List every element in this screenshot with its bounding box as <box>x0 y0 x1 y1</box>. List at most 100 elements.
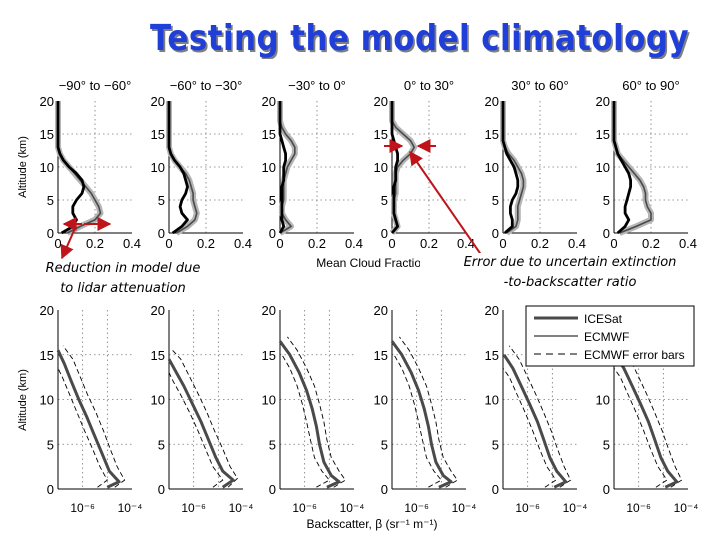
panel-title: 30° to 60° <box>511 78 568 93</box>
y-tick-label: 20 <box>151 94 165 109</box>
annotation-error-line-1: Error due to uncertain extinction <box>463 255 677 270</box>
y-tick-label: 10 <box>40 393 54 408</box>
y-tick-label: 0 <box>158 482 165 497</box>
x-tick-label: 10⁻⁴ <box>229 501 254 515</box>
x-tick-label: 0.2 <box>642 236 660 251</box>
icesat-line <box>502 353 568 489</box>
x-tick-label: 0.2 <box>531 236 549 251</box>
ecmwf-error-bar-lower <box>393 354 442 488</box>
y-tick-label: 5 <box>269 437 276 452</box>
panel-title: −90° to −60° <box>59 78 132 93</box>
y-tick-label: 15 <box>151 348 165 363</box>
icesat-line <box>167 358 235 489</box>
y-tick-label: 5 <box>381 193 388 208</box>
y-tick-label: 5 <box>492 437 499 452</box>
y-tick-label: 15 <box>485 348 499 363</box>
y-tick-label: 20 <box>40 94 54 109</box>
panel-title: 60° to 90° <box>622 78 679 93</box>
annotation-reduction-line-2: to lidar attenuation <box>60 281 186 296</box>
y-tick-label: 20 <box>485 303 499 318</box>
panel-title: 0° to 30° <box>404 78 454 93</box>
y-axis-label: Altitude (km) <box>17 369 29 431</box>
ecmwf-error-bar-lower <box>502 367 557 488</box>
y-tick-label: 10 <box>485 393 499 408</box>
y-tick-label: 5 <box>47 437 54 452</box>
legend-entry: ECMWF <box>584 330 629 344</box>
ecmwf-line <box>278 101 287 234</box>
y-tick-label: 15 <box>40 348 54 363</box>
ecmwf-error-bar-upper <box>172 349 239 488</box>
y-tick-label: 5 <box>381 437 388 452</box>
x-tick-label: 0.4 <box>679 236 697 251</box>
ecmwf-error-bar-lower <box>168 372 224 488</box>
y-tick-label: 0 <box>269 482 276 497</box>
y-tick-label: 20 <box>262 303 276 318</box>
ecmwf-line <box>501 101 520 235</box>
y-tick-label: 5 <box>158 437 165 452</box>
x-tick-label: 0.4 <box>345 236 363 251</box>
annotation-reduction: Reduction in model due to lidar attenuat… <box>12 259 234 299</box>
x-tick-label: 0 <box>610 236 617 251</box>
annotation-reduction-line-1: Reduction in model due <box>45 261 201 276</box>
y-tick-label: 20 <box>262 94 276 109</box>
annotation-error-line-2: -to-backscatter ratio <box>503 275 637 290</box>
y-tick-label: 5 <box>47 193 54 208</box>
y-tick-label: 20 <box>40 303 54 318</box>
y-tick-label: 0 <box>269 226 276 241</box>
y-tick-label: 10 <box>151 393 165 408</box>
y-tick-label: 10 <box>40 160 54 175</box>
x-tick-label: 0.2 <box>420 236 438 251</box>
y-tick-label: 15 <box>374 127 388 142</box>
panel-title: −60° to −30° <box>170 78 243 93</box>
y-tick-label: 15 <box>262 127 276 142</box>
ecmwf-error-bar-upper <box>508 345 572 488</box>
icesat-line <box>390 340 453 489</box>
y-tick-label: 0 <box>603 226 610 241</box>
annotation-arrow <box>409 150 483 257</box>
x-tick-label: 10⁻⁶ <box>626 501 651 515</box>
x-tick-label: 0.2 <box>197 236 215 251</box>
y-axis-label: Altitude (km) <box>17 136 29 198</box>
y-tick-label: 20 <box>485 94 499 109</box>
x-tick-label: 0 <box>388 236 395 251</box>
x-tick-label: 10⁻⁶ <box>181 501 206 515</box>
x-tick-label: 0.4 <box>123 236 141 251</box>
y-tick-label: 0 <box>47 482 54 497</box>
y-tick-label: 15 <box>40 127 54 142</box>
legend-entry: ECMWF error bars <box>584 348 685 362</box>
x-tick-label: 10⁻⁶ <box>515 501 540 515</box>
y-tick-label: 15 <box>262 348 276 363</box>
y-tick-label: 5 <box>269 193 276 208</box>
icesat-line <box>278 340 341 489</box>
ecmwf-error-bar-upper <box>62 345 126 488</box>
y-tick-label: 15 <box>596 127 610 142</box>
x-axis-label: Mean Cloud Fraction <box>316 256 427 270</box>
x-tick-label: 10⁻⁴ <box>674 501 699 515</box>
y-tick-label: 5 <box>158 193 165 208</box>
x-tick-label: 0 <box>54 236 61 251</box>
y-tick-label: 10 <box>151 160 165 175</box>
x-tick-label: 10⁻⁶ <box>292 501 317 515</box>
legend-entry: ICESat <box>584 312 623 326</box>
x-tick-label: 0 <box>499 236 506 251</box>
y-tick-label: 20 <box>151 303 165 318</box>
ecmwf-error-bar-lower <box>613 367 668 488</box>
y-tick-label: 0 <box>603 482 610 497</box>
x-tick-label: 10⁻⁴ <box>563 501 588 515</box>
ecmwf-line <box>56 101 86 235</box>
x-tick-label: 10⁻⁶ <box>404 501 429 515</box>
x-tick-label: 0.2 <box>86 236 104 251</box>
y-tick-label: 10 <box>485 160 499 175</box>
x-tick-label: 10⁻⁴ <box>118 501 143 515</box>
ecmwf-error-bar-lower <box>281 354 330 488</box>
y-tick-label: 20 <box>374 94 388 109</box>
panel-title: −30° to 0° <box>288 78 346 93</box>
x-tick-label: 0.4 <box>234 236 252 251</box>
annotation-arrow <box>60 225 77 260</box>
y-tick-label: 10 <box>374 393 388 408</box>
y-tick-label: 10 <box>596 160 610 175</box>
y-tick-label: 0 <box>158 226 165 241</box>
y-tick-label: 15 <box>485 127 499 142</box>
y-tick-label: 15 <box>374 348 388 363</box>
